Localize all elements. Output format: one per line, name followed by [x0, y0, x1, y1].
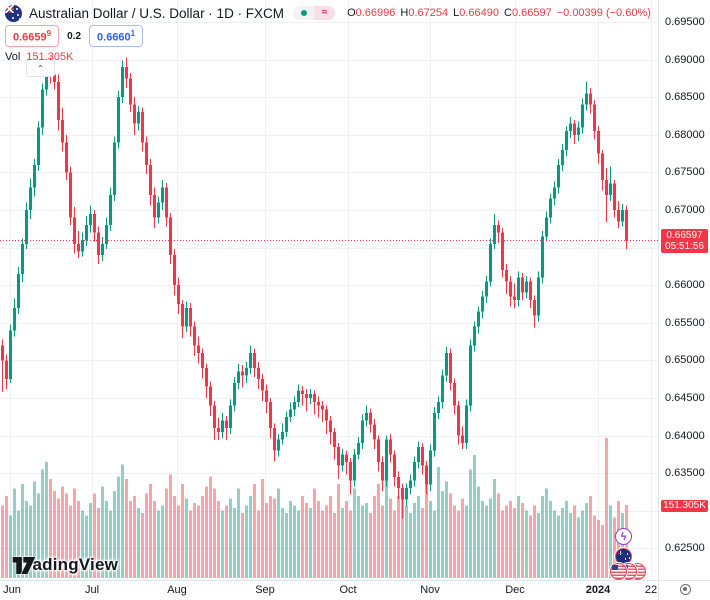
tradingview-watermark[interactable]: TradingView	[12, 555, 118, 575]
time-axis-label: Jul	[84, 584, 100, 596]
price-axis-label: 0.64000	[665, 430, 705, 442]
time-axis-label: Dec	[505, 584, 525, 596]
economic-event-lightning-icon[interactable]: ϟ	[615, 528, 632, 545]
price-axis-label: 0.69000	[665, 54, 705, 66]
ohlc-readout: O0.66996 H0.67254 L0.66490 C0.66597 −0.00399…	[347, 7, 656, 19]
price-axis-label: 0.65000	[665, 354, 705, 366]
time-axis-label: Aug	[167, 584, 187, 596]
open-label: O	[347, 7, 356, 19]
price-axis-label: 0.67000	[665, 204, 705, 216]
bar-countdown: 05:51:56	[665, 241, 704, 252]
delayed-data-icon: ≈	[314, 6, 336, 20]
buy-price: 0.6660	[97, 31, 131, 44]
buy-price-pip: 1	[130, 28, 136, 38]
chart-legend: Australian Dollar / U.S. Dollar · 1D · F…	[5, 4, 656, 63]
price-axis-label: 0.67500	[665, 166, 705, 178]
chevron-up-icon[interactable]: ⌃	[26, 59, 55, 77]
economic-event-us-flag-icon[interactable]	[610, 563, 627, 580]
close-value: 0.66597	[511, 7, 552, 19]
price-axis-label: 0.65500	[665, 317, 705, 329]
market-status-chips[interactable]: ≈	[293, 6, 336, 20]
open-value: 0.66996	[355, 7, 396, 19]
close-label: C	[504, 7, 512, 19]
price-axis-label: 0.66000	[665, 279, 705, 291]
price-axis-label: 0.69500	[665, 16, 705, 28]
volume-label: Vol	[5, 51, 21, 63]
sell-price-pip: 9	[46, 28, 52, 38]
low-label: L	[453, 7, 460, 19]
last-price-value: 0.66597	[666, 230, 703, 241]
spread-value: 0.2	[67, 30, 82, 42]
sell-button[interactable]: 0.66599	[5, 24, 60, 48]
sell-price: 0.6659	[13, 31, 47, 44]
price-axis-label: 0.64500	[665, 392, 705, 404]
price-axis[interactable]: 0.66597 05:51:56 151.305K 0.69500 0.69000…	[659, 0, 710, 580]
price-axis-label: 0.68000	[665, 129, 705, 141]
time-axis-label: 22	[644, 584, 658, 596]
time-axis-label: 2024	[585, 584, 611, 596]
change-value: −0.00399 (−0.60%)	[556, 7, 651, 19]
price-axis-label: 0.68500	[665, 91, 705, 103]
volume-axis-label: 151.305K	[661, 500, 708, 512]
tradingview-brand-text: TradingView	[16, 555, 119, 574]
time-axis[interactable]: Jun Jul Aug Sep Oct Nov Dec 2024 22	[0, 581, 710, 600]
time-axis-label: Sep	[255, 584, 275, 596]
symbol-title[interactable]: Australian Dollar / U.S. Dollar · 1D · F…	[29, 5, 285, 21]
last-price-label: 0.66597 05:51:56	[661, 229, 708, 253]
timezone-settings-icon[interactable]	[680, 584, 691, 595]
high-value: 0.67254	[408, 7, 449, 19]
price-axis-label: 0.63500	[665, 467, 705, 479]
time-axis-label: Oct	[339, 584, 357, 596]
price-axis-label: 0.62500	[665, 542, 705, 554]
time-axis-label: Jun	[3, 584, 21, 596]
market-open-dot-icon	[293, 6, 315, 20]
buy-button[interactable]: 0.66601	[89, 24, 144, 48]
volume-legend: Vol 151.305K	[5, 51, 656, 63]
low-value: 0.66490	[459, 7, 499, 19]
time-axis-label: Nov	[420, 584, 440, 596]
high-label: H	[400, 7, 409, 19]
tradingview-logo-icon	[12, 556, 36, 575]
volume-value: 151.305K	[26, 51, 74, 63]
audusd-flag-icon	[5, 4, 22, 22]
